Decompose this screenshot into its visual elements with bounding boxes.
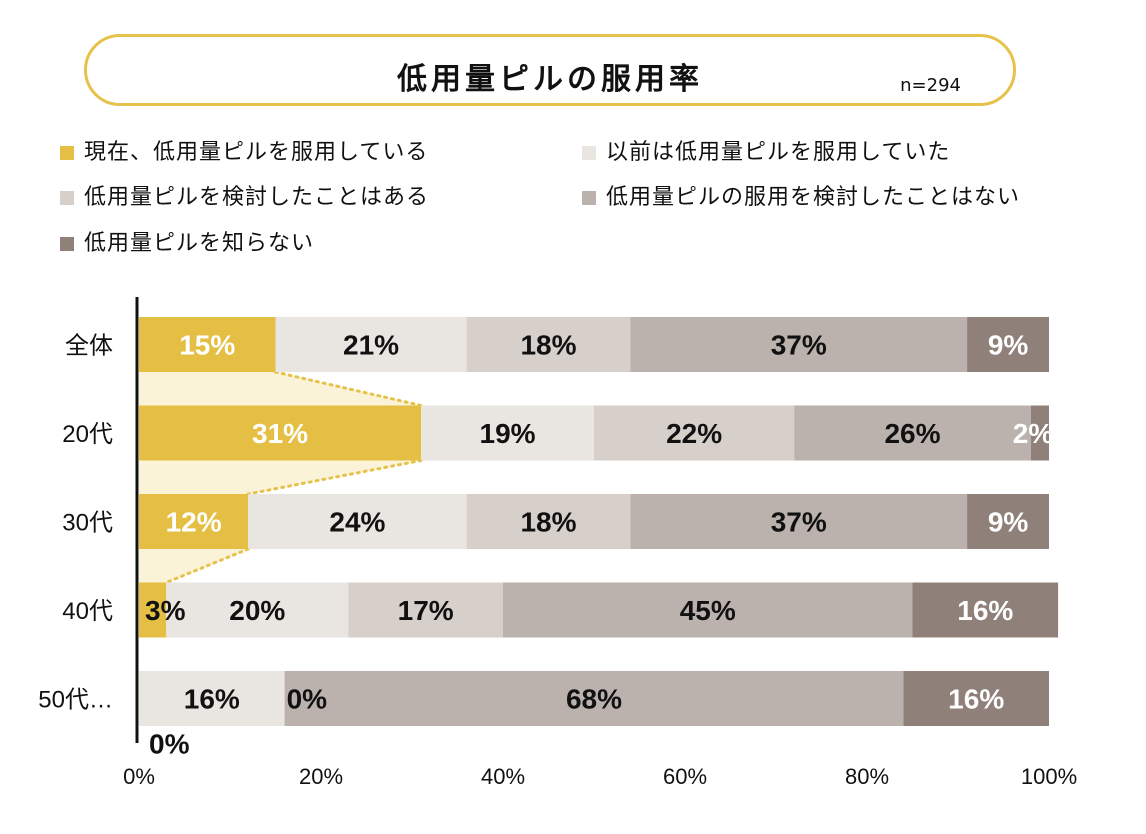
data-label: 26% [884, 418, 940, 449]
bar-segment [275, 317, 467, 372]
callout-line [246, 459, 423, 496]
category-label: 20代 [62, 421, 113, 448]
callout-line [274, 370, 423, 407]
data-label: 19% [480, 418, 536, 449]
data-label: 16% [957, 595, 1013, 626]
legend-label: 現在、低用量ピルを服用している [84, 140, 429, 165]
data-label: 15% [179, 330, 235, 361]
category-label: 40代 [62, 598, 113, 625]
bar-segment [139, 405, 422, 461]
data-label: 0% [287, 684, 328, 715]
bar-segment [594, 405, 795, 461]
data-label: 0% [149, 729, 190, 760]
legend-label: 低用量ピルを知らない [84, 231, 315, 256]
x-tick-label: 80% [845, 764, 889, 789]
title-frame: 低用量ピルの服用率 n=294 [84, 34, 1016, 106]
legend-swatch [582, 191, 596, 205]
bar-segment [248, 494, 467, 549]
data-label: 22% [666, 418, 722, 449]
data-label: 18% [520, 330, 576, 361]
callout-area [139, 372, 422, 406]
legend-swatch [60, 237, 74, 251]
bar-segment [139, 671, 285, 726]
bar-segment [794, 405, 1031, 461]
legend-item-unknown: 低用量ピルを知らない [60, 225, 314, 257]
legend-label: 低用量ピルの服用を検討したことはない [606, 185, 1021, 210]
data-label: 2% [1013, 418, 1054, 449]
bar-segment [630, 494, 968, 549]
bar-segment [466, 317, 631, 372]
data-label: 45% [680, 595, 736, 626]
bar-segment [967, 317, 1049, 372]
bar-segment [348, 582, 503, 638]
bar-segment [903, 671, 1049, 726]
bar-segment [466, 494, 631, 549]
bar-segment [1030, 405, 1049, 461]
bar-segment [503, 582, 913, 638]
bar-segment [284, 671, 904, 726]
bar-segment [139, 317, 276, 372]
callout-area [139, 460, 422, 494]
data-label: 21% [343, 330, 399, 361]
legend-swatch [582, 146, 596, 160]
bar-segment [139, 494, 249, 549]
data-label: 9% [988, 330, 1029, 361]
bar-segment [139, 582, 167, 638]
legend-swatch [60, 146, 74, 160]
category-label: 全体 [65, 333, 113, 360]
x-tick-label: 60% [663, 764, 707, 789]
legend-label: 低用量ピルを検討したことはある [84, 185, 430, 210]
x-tick-label: 0% [123, 764, 155, 789]
data-label: 17% [398, 595, 454, 626]
data-label: 12% [166, 507, 222, 538]
data-label: 24% [329, 507, 385, 538]
legend-item-past: 以前は低用量ピルを服用していた [582, 134, 950, 166]
bar-segment [967, 494, 1049, 549]
data-label: 16% [184, 684, 240, 715]
data-label: 68% [566, 684, 622, 715]
data-label: 31% [252, 418, 308, 449]
data-label: 20% [229, 595, 285, 626]
data-label: 18% [520, 507, 576, 538]
bar-segment [421, 405, 594, 461]
callout-line [164, 547, 250, 584]
legend-item-not-considered: 低用量ピルの服用を検討したことはない [582, 179, 1020, 211]
legend-item-current: 現在、低用量ピルを服用している [60, 134, 428, 166]
bar-segment [912, 582, 1059, 638]
legend-label: 以前は低用量ピルを服用していた [606, 140, 951, 165]
data-label: 9% [988, 507, 1029, 538]
bar-segment [630, 317, 968, 372]
legend-swatch [60, 191, 74, 205]
data-label: 3% [145, 595, 186, 626]
x-tick-label: 40% [481, 764, 525, 789]
legend-item-considered: 低用量ピルを検討したことはある [60, 179, 429, 211]
x-tick-label: 20% [299, 764, 343, 789]
category-label: 30代 [62, 510, 113, 537]
bar-segment [166, 582, 349, 638]
data-label: 37% [771, 507, 827, 538]
x-tick-label: 100% [1021, 764, 1077, 789]
data-label: 16% [948, 684, 1004, 715]
chart-title: 低用量ピルの服用率 [397, 62, 703, 97]
category-label: 50代… [38, 687, 113, 714]
callout-area [139, 549, 249, 583]
data-label: 37% [771, 330, 827, 361]
sample-size: n=294 [900, 75, 961, 96]
